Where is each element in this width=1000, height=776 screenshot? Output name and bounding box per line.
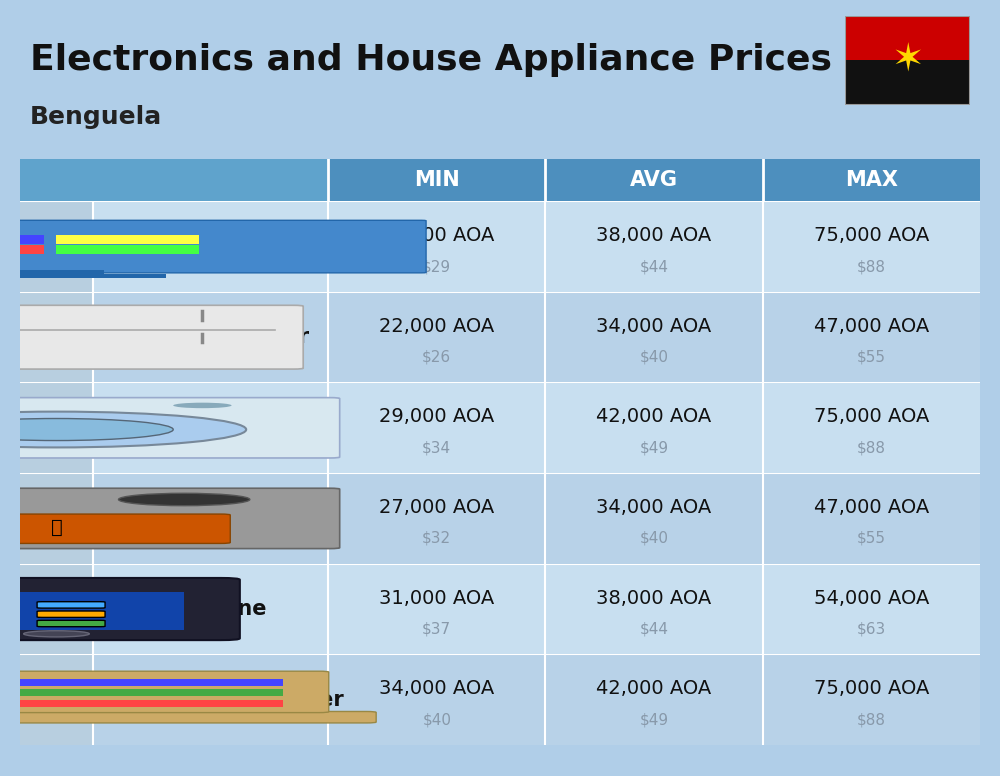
Text: $29: $29 [422, 259, 451, 274]
Text: $88: $88 [857, 712, 886, 727]
Text: Electronics and House Appliance Prices: Electronics and House Appliance Prices [30, 43, 832, 77]
Circle shape [118, 494, 250, 506]
Bar [20, 159, 328, 201]
FancyBboxPatch shape [37, 601, 105, 608]
Bar [20, 654, 93, 745]
Text: 29,000 AOA: 29,000 AOA [379, 407, 494, 427]
Text: ✶: ✶ [891, 41, 924, 79]
Circle shape [0, 418, 173, 441]
Bar [845, 16, 970, 61]
FancyBboxPatch shape [0, 671, 329, 712]
Text: 27,000 AOA: 27,000 AOA [379, 498, 494, 517]
Text: 42,000 AOA: 42,000 AOA [596, 407, 712, 427]
Bar [56, 235, 199, 244]
Bar [20, 473, 93, 563]
Text: 47,000 AOA: 47,000 AOA [814, 317, 929, 336]
Text: 75,000 AOA: 75,000 AOA [814, 407, 929, 427]
Text: AVG: AVG [630, 170, 678, 190]
Bar [0, 274, 166, 278]
Bar [13, 270, 104, 275]
Text: 42,000 AOA: 42,000 AOA [596, 679, 712, 698]
FancyBboxPatch shape [0, 611, 18, 618]
FancyBboxPatch shape [0, 620, 18, 627]
Text: Benguela: Benguela [30, 105, 162, 129]
Text: $37: $37 [422, 622, 451, 636]
FancyBboxPatch shape [0, 220, 426, 273]
FancyBboxPatch shape [0, 514, 230, 543]
Text: $34: $34 [422, 440, 451, 456]
FancyBboxPatch shape [0, 397, 340, 458]
FancyBboxPatch shape [0, 712, 376, 723]
Text: 22,000 AOA: 22,000 AOA [379, 317, 494, 336]
Text: Laptop or Computer: Laptop or Computer [107, 690, 344, 709]
Bar [0, 679, 283, 686]
Text: 75,000 AOA: 75,000 AOA [814, 226, 929, 245]
Bar [0, 700, 283, 706]
Text: 75,000 AOA: 75,000 AOA [814, 679, 929, 698]
Text: TV Set: TV Set [107, 237, 184, 257]
Bar [0, 235, 44, 244]
Text: $44: $44 [640, 622, 669, 636]
Text: 25,000 AOA: 25,000 AOA [379, 226, 494, 245]
FancyBboxPatch shape [0, 601, 18, 608]
Text: Mobile Phone: Mobile Phone [107, 599, 267, 619]
Text: $26: $26 [422, 350, 451, 365]
Text: $63: $63 [857, 622, 886, 636]
Text: $55: $55 [857, 350, 886, 365]
Text: 34,000 AOA: 34,000 AOA [379, 679, 494, 698]
Text: $49: $49 [640, 712, 669, 727]
Text: 38,000 AOA: 38,000 AOA [596, 589, 712, 608]
Circle shape [0, 411, 246, 448]
Text: 47,000 AOA: 47,000 AOA [814, 498, 929, 517]
Text: MAX: MAX [845, 170, 898, 190]
Text: $88: $88 [857, 259, 886, 274]
FancyBboxPatch shape [0, 305, 303, 369]
Bar [0, 592, 184, 629]
Bar [0, 245, 44, 255]
Text: Washing Machine: Washing Machine [107, 417, 313, 438]
Bar [0, 689, 283, 696]
Text: 🔥: 🔥 [51, 518, 62, 536]
Bar [845, 61, 970, 105]
Text: $40: $40 [640, 531, 669, 546]
Text: $44: $44 [640, 259, 669, 274]
Bar [20, 383, 93, 473]
Bar [20, 292, 93, 383]
FancyBboxPatch shape [37, 620, 105, 627]
FancyBboxPatch shape [0, 488, 340, 549]
FancyBboxPatch shape [0, 578, 240, 640]
Text: MIN: MIN [414, 170, 460, 190]
Text: $88: $88 [857, 440, 886, 456]
Text: 38,000 AOA: 38,000 AOA [596, 226, 712, 245]
Text: 34,000 AOA: 34,000 AOA [596, 498, 712, 517]
Text: Fridge or Freezer: Fridge or Freezer [107, 327, 309, 347]
Circle shape [173, 403, 232, 408]
Bar [20, 563, 93, 654]
Text: $40: $40 [422, 712, 451, 727]
Text: 31,000 AOA: 31,000 AOA [379, 589, 494, 608]
Text: 34,000 AOA: 34,000 AOA [596, 317, 712, 336]
Text: $49: $49 [640, 440, 669, 456]
Text: Stove or Cooker: Stove or Cooker [107, 508, 296, 528]
Bar [56, 245, 199, 255]
FancyBboxPatch shape [37, 611, 105, 618]
Text: $32: $32 [422, 531, 451, 546]
Circle shape [24, 631, 89, 637]
Text: $55: $55 [857, 531, 886, 546]
Text: $40: $40 [640, 350, 669, 365]
Bar [20, 201, 93, 292]
Text: 54,000 AOA: 54,000 AOA [814, 589, 929, 608]
